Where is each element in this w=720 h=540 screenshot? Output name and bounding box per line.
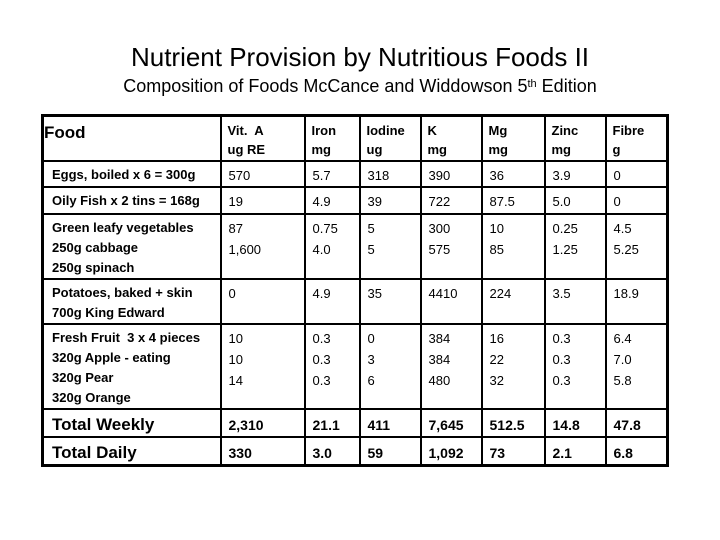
value-cell: 411	[358, 407, 422, 438]
value-cell: 4410	[419, 277, 483, 325]
value-cell: 2,310	[219, 407, 306, 438]
table-row-fresh-fruit: Fresh Fruit 3 x 4 pieces 320g Apple - ea…	[41, 322, 669, 410]
value-cell: 330	[219, 435, 306, 466]
value-cell: 6.8	[604, 435, 669, 466]
column-header-iron: Iron mg	[303, 114, 361, 162]
food-cell: Potatoes, baked + skin 700g King Edward	[41, 277, 222, 325]
table-row-potatoes: Potatoes, baked + skin 700g King Edward …	[41, 277, 669, 325]
slide-subtitle: Composition of Foods McCance and Widdows…	[0, 76, 720, 97]
value-cell: 0.75 4.0	[303, 212, 361, 280]
value-cell: 722	[419, 185, 483, 215]
value-cell: 318	[358, 159, 422, 188]
value-cell: 6.4 7.0 5.8	[604, 322, 669, 410]
total-label-cell: Total Weekly	[41, 407, 222, 438]
value-cell: 73	[480, 435, 546, 466]
value-cell: 59	[358, 435, 422, 466]
value-cell: 7,645	[419, 407, 483, 438]
value-cell: 3.9	[543, 159, 607, 188]
column-header-zinc: Zinc mg	[543, 114, 607, 162]
value-cell: 4.9	[303, 277, 361, 325]
value-cell: 0	[604, 185, 669, 215]
table-row-green-leafy: Green leafy vegetables 250g cabbage 250g…	[41, 212, 669, 280]
value-cell: 36	[480, 159, 546, 188]
table-row-eggs: Eggs, boiled x 6 = 300g 570 5.7 318 390 …	[41, 159, 669, 188]
column-header-vit-a: Vit. A ug RE	[219, 114, 306, 162]
value-cell: 3.0	[303, 435, 361, 466]
value-cell: 5.7	[303, 159, 361, 188]
value-cell: 16 22 32	[480, 322, 546, 410]
subtitle-superscript: th	[527, 78, 537, 91]
value-cell: 47.8	[604, 407, 669, 438]
value-cell: 570	[219, 159, 306, 188]
value-cell: 0.25 1.25	[543, 212, 607, 280]
value-cell: 0	[219, 277, 306, 325]
value-cell: 0	[604, 159, 669, 188]
subtitle-suffix: Edition	[536, 76, 597, 96]
value-cell: 0.3 0.3 0.3	[543, 322, 607, 410]
value-cell: 384 384 480	[419, 322, 483, 410]
value-cell: 2.1	[543, 435, 607, 466]
value-cell: 3.5	[543, 277, 607, 325]
column-header-fibre: Fibre g	[604, 114, 669, 162]
value-cell: 87 1,600	[219, 212, 306, 280]
column-header-mg: Mg mg	[480, 114, 546, 162]
slide-title: Nutrient Provision by Nutritious Foods I…	[130, 42, 590, 72]
food-cell: Eggs, boiled x 6 = 300g	[41, 159, 222, 188]
value-cell: 10 85	[480, 212, 546, 280]
value-cell: 390	[419, 159, 483, 188]
value-cell: 35	[358, 277, 422, 325]
table-header-row: Food Vit. A ug RE Iron mg Iodine ug K mg…	[41, 114, 669, 162]
table-row-oily-fish: Oily Fish x 2 tins = 168g 19 4.9 39 722 …	[41, 185, 669, 215]
value-cell: 21.1	[303, 407, 361, 438]
table-row-total-daily: Total Daily 330 3.0 59 1,092 73 2.1 6.8	[41, 435, 669, 466]
table-row-total-weekly: Total Weekly 2,310 21.1 411 7,645 512.5 …	[41, 407, 669, 438]
value-cell: 1,092	[419, 435, 483, 466]
column-header-iodine: Iodine ug	[358, 114, 422, 162]
food-cell: Oily Fish x 2 tins = 168g	[41, 185, 222, 215]
value-cell: 4.5 5.25	[604, 212, 669, 280]
value-cell: 87.5	[480, 185, 546, 215]
value-cell: 0 3 6	[358, 322, 422, 410]
value-cell: 39	[358, 185, 422, 215]
value-cell: 4.9	[303, 185, 361, 215]
food-cell: Green leafy vegetables 250g cabbage 250g…	[41, 212, 222, 280]
food-cell: Fresh Fruit 3 x 4 pieces 320g Apple - ea…	[41, 322, 222, 410]
value-cell: 18.9	[604, 277, 669, 325]
subtitle-text: Composition of Foods McCance and Widdows…	[123, 76, 528, 96]
value-cell: 10 10 14	[219, 322, 306, 410]
value-cell: 5 5	[358, 212, 422, 280]
value-cell: 300 575	[419, 212, 483, 280]
value-cell: 5.0	[543, 185, 607, 215]
value-cell: 0.3 0.3 0.3	[303, 322, 361, 410]
value-cell: 224	[480, 277, 546, 325]
column-header-k: K mg	[419, 114, 483, 162]
total-label-cell: Total Daily	[41, 435, 222, 466]
nutrient-table: Food Vit. A ug RE Iron mg Iodine ug K mg…	[41, 114, 669, 467]
value-cell: 512.5	[480, 407, 546, 438]
column-header-food: Food	[41, 114, 222, 162]
value-cell: 19	[219, 185, 306, 215]
value-cell: 14.8	[543, 407, 607, 438]
